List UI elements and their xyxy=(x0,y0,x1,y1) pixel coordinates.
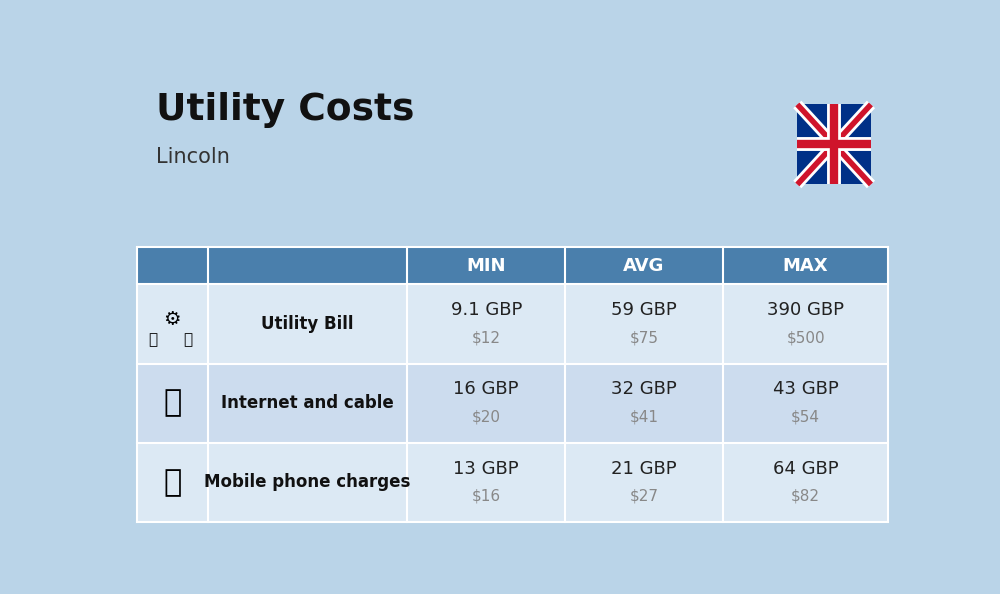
Text: $41: $41 xyxy=(630,409,659,424)
Text: 43 GBP: 43 GBP xyxy=(773,380,839,399)
Text: $54: $54 xyxy=(791,409,820,424)
Text: MAX: MAX xyxy=(783,257,828,275)
Text: 21 GBP: 21 GBP xyxy=(611,460,677,478)
Text: $12: $12 xyxy=(472,330,501,345)
Text: MIN: MIN xyxy=(466,257,506,275)
Text: $82: $82 xyxy=(791,488,820,504)
Bar xyxy=(137,364,888,443)
Text: AVG: AVG xyxy=(623,257,665,275)
Text: $16: $16 xyxy=(472,488,501,504)
Bar xyxy=(137,285,888,364)
Text: 📱: 📱 xyxy=(163,467,181,497)
Text: 32 GBP: 32 GBP xyxy=(611,380,677,399)
Text: $20: $20 xyxy=(472,409,501,424)
Text: 16 GBP: 16 GBP xyxy=(453,380,519,399)
Text: Lincoln: Lincoln xyxy=(156,147,230,167)
Bar xyxy=(137,443,888,522)
Text: 🚿: 🚿 xyxy=(183,333,192,347)
Text: 📡: 📡 xyxy=(163,388,181,418)
Text: $27: $27 xyxy=(630,488,659,504)
Text: $500: $500 xyxy=(786,330,825,345)
Text: Internet and cable: Internet and cable xyxy=(221,394,394,412)
Text: Utility Costs: Utility Costs xyxy=(156,92,414,128)
Text: 390 GBP: 390 GBP xyxy=(767,301,844,319)
Text: 🔌: 🔌 xyxy=(148,333,158,347)
Text: 9.1 GBP: 9.1 GBP xyxy=(451,301,522,319)
Text: 13 GBP: 13 GBP xyxy=(453,460,519,478)
Bar xyxy=(137,247,888,285)
Text: 59 GBP: 59 GBP xyxy=(611,301,677,319)
Text: 64 GBP: 64 GBP xyxy=(773,460,838,478)
Text: Utility Bill: Utility Bill xyxy=(261,315,354,333)
Text: ⚙️: ⚙️ xyxy=(164,310,181,329)
Text: Mobile phone charges: Mobile phone charges xyxy=(204,473,411,491)
Text: $75: $75 xyxy=(630,330,659,345)
Bar xyxy=(797,105,871,185)
